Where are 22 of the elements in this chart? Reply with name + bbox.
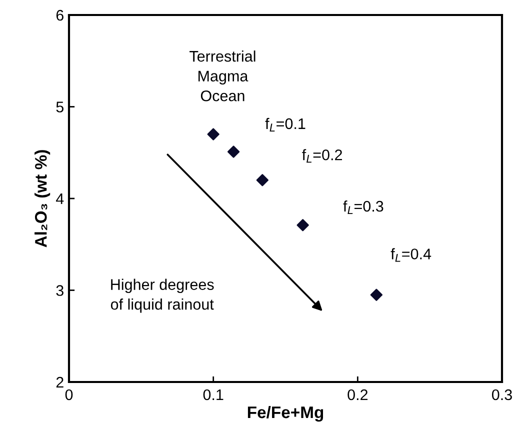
point: [256, 174, 268, 186]
annotation: f$_{L}$=0.1: [265, 118, 306, 132]
x-tick-label: 0.1: [203, 389, 224, 400]
point: [370, 288, 383, 301]
annotation: Higher degrees of liquid rainout: [110, 278, 214, 313]
y-tick-label: 3: [56, 285, 64, 296]
annotation: f$_{L}$=0.2: [302, 149, 342, 163]
point: [296, 219, 309, 232]
y-axis-title: Al₂O₃ (wt %): [34, 150, 50, 248]
y-tick-label: 4: [56, 194, 64, 204]
y-tick-label: 6: [56, 10, 64, 21]
point: [227, 146, 240, 158]
x-tick-label: 0.3: [492, 389, 512, 400]
x-tick-label: 0.2: [348, 389, 368, 400]
x-tick-label: 0: [65, 389, 73, 400]
y-tick-label: 5: [56, 102, 64, 112]
point: [207, 128, 220, 140]
annotation: Terrestrial Magma Ocean: [190, 50, 256, 102]
annotation: f$_{L}$=0.3: [343, 200, 384, 214]
annotation: f$_{L}$=0.4: [390, 248, 432, 262]
y-tick-label: 2: [56, 376, 64, 388]
x-axis-title: Fe/Fe+Mg: [248, 406, 324, 422]
